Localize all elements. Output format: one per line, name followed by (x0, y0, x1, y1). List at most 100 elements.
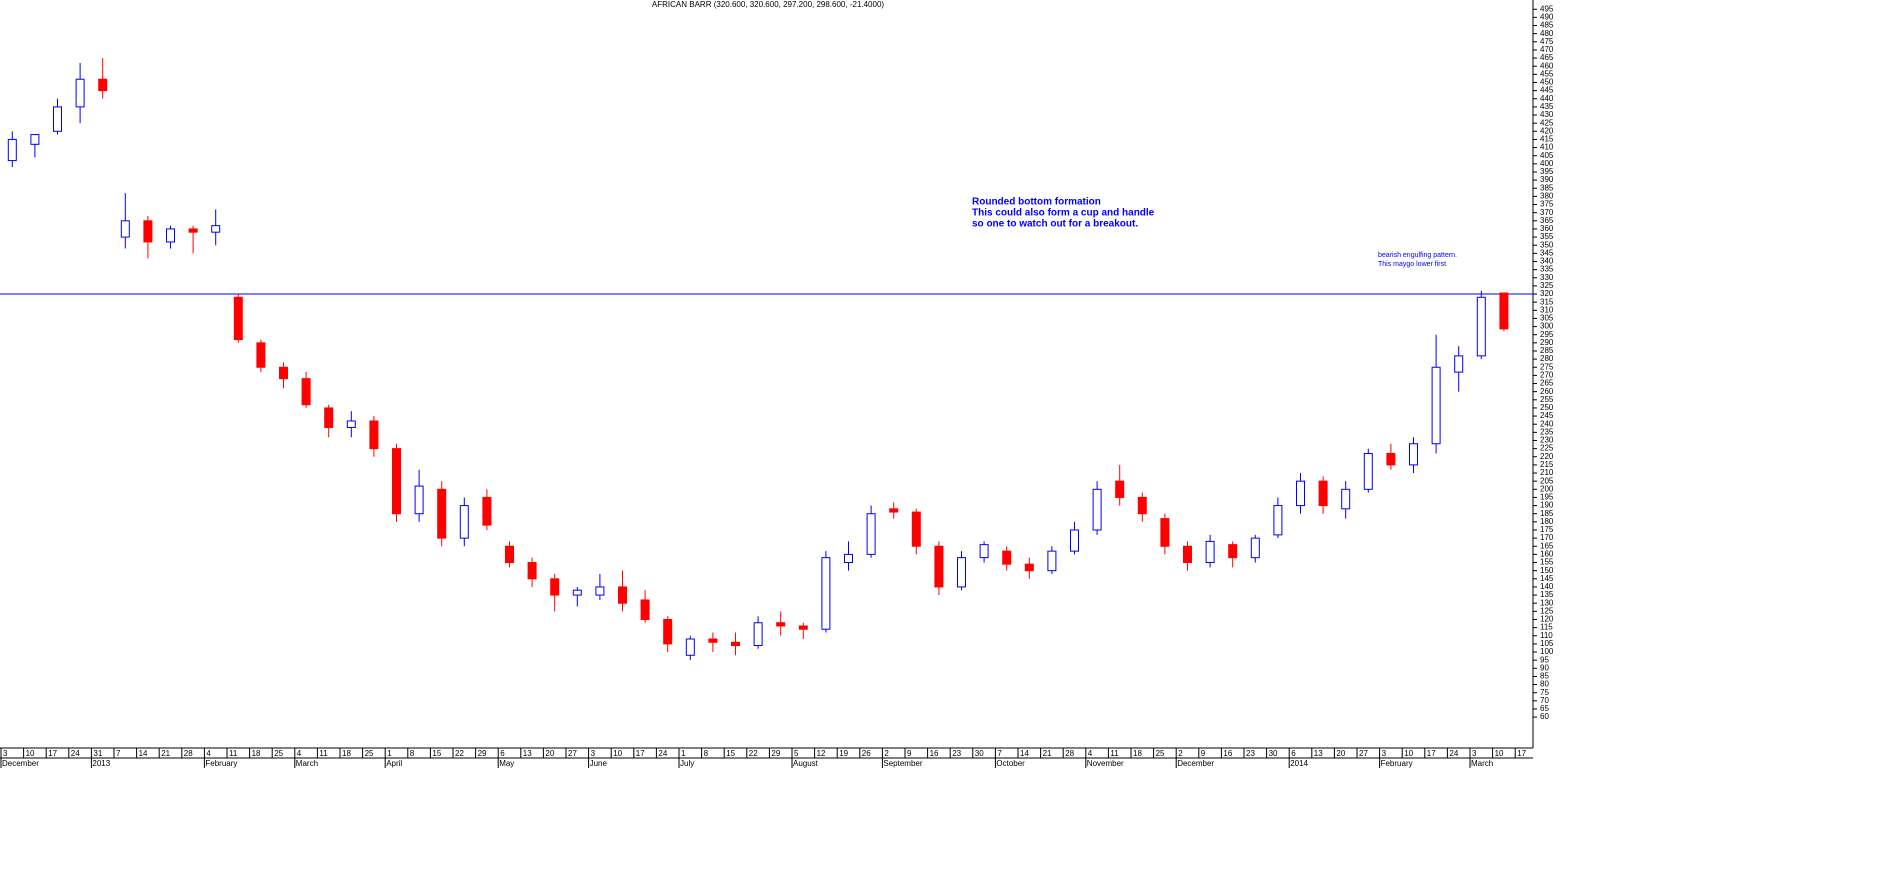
y-tick-label: 145 (1540, 574, 1554, 583)
y-tick-label: 285 (1540, 346, 1554, 355)
x-tick-label: 28 (184, 749, 193, 758)
x-tick-label: 10 (1404, 749, 1413, 758)
y-tick-label: 315 (1540, 297, 1554, 306)
y-tick-label: 175 (1540, 525, 1554, 534)
candle-body (911, 511, 921, 547)
x-tick-label: 26 (862, 749, 871, 758)
annotation: bearish engulfing pattern. (1378, 252, 1457, 259)
candle-body (7, 138, 17, 162)
x-tick-label: 11 (1110, 749, 1119, 758)
x-tick-label: 11 (229, 749, 238, 758)
candle-body (1205, 540, 1215, 564)
y-tick-label: 125 (1540, 606, 1554, 615)
candle-body (685, 638, 695, 656)
x-tick-label: 13 (1314, 749, 1323, 758)
y-tick-label: 190 (1540, 501, 1554, 510)
y-tick-label: 310 (1540, 305, 1554, 314)
annotation: so one to watch out for a breakout. (972, 219, 1138, 230)
candle-body (1002, 550, 1012, 565)
candle-body (1318, 480, 1328, 507)
x-tick-label: 24 (71, 749, 80, 758)
y-tick-label: 150 (1540, 566, 1554, 575)
candle-body (392, 448, 401, 515)
x-tick-label: 7 (997, 749, 1002, 758)
candle-body (1273, 505, 1283, 536)
y-tick-label: 330 (1540, 273, 1554, 282)
y-tick-label: 140 (1540, 582, 1554, 591)
y-tick-label: 340 (1540, 257, 1554, 266)
x-tick-label: 1 (387, 749, 392, 758)
y-tick-label: 160 (1540, 550, 1554, 559)
x-tick-label: 6 (1291, 749, 1296, 758)
y-tick-label: 165 (1540, 541, 1554, 550)
x-tick-label: 27 (568, 749, 577, 758)
x-tick-label: 21 (1043, 749, 1052, 758)
month-label: December (2, 759, 39, 768)
y-tick-label: 300 (1540, 322, 1554, 331)
x-tick-label: 29 (771, 749, 780, 758)
y-tick-label: 430 (1540, 110, 1554, 119)
candle-body (640, 599, 650, 620)
annotation: Rounded bottom formation (972, 197, 1101, 208)
y-tick-label: 360 (1540, 224, 1554, 233)
y-tick-label: 200 (1540, 484, 1554, 493)
candle-body (595, 586, 605, 596)
x-tick-label: 7 (116, 749, 121, 758)
x-tick-label: 10 (613, 749, 622, 758)
y-tick-label: 220 (1540, 452, 1554, 461)
y-tick-label: 380 (1540, 192, 1554, 201)
candle-body (798, 625, 808, 630)
x-tick-label: 27 (1359, 749, 1368, 758)
y-tick-label: 370 (1540, 208, 1554, 217)
y-tick-label: 350 (1540, 240, 1554, 249)
candle-body (1341, 488, 1351, 510)
x-tick-label: 29 (478, 749, 487, 758)
y-tick-label: 385 (1540, 183, 1554, 192)
y-tick-label: 395 (1540, 167, 1554, 176)
candle-body (211, 225, 221, 233)
x-tick-label: 25 (274, 749, 283, 758)
y-tick-label: 425 (1540, 118, 1554, 127)
y-tick-label: 485 (1540, 21, 1554, 30)
candle-body (369, 420, 379, 450)
month-label: May (499, 759, 514, 768)
y-tick-label: 260 (1540, 387, 1554, 396)
x-tick-label: 11 (319, 749, 328, 758)
x-tick-label: 16 (930, 749, 939, 758)
candle-body (1092, 488, 1102, 531)
x-tick-label: 30 (975, 749, 984, 758)
x-tick-label: 22 (749, 749, 758, 758)
y-tick-label: 180 (1540, 517, 1554, 526)
y-tick-label: 405 (1540, 151, 1554, 160)
y-tick-label: 375 (1540, 200, 1554, 209)
x-tick-label: 30 (1269, 749, 1278, 758)
x-tick-label: 8 (704, 749, 709, 758)
x-tick-label: 10 (1495, 749, 1504, 758)
y-tick-label: 95 (1540, 655, 1549, 664)
candle-body (1454, 355, 1464, 373)
y-tick-label: 65 (1540, 704, 1549, 713)
x-tick-label: 8 (410, 749, 415, 758)
y-tick-label: 460 (1540, 61, 1554, 70)
x-tick-label: 3 (1382, 749, 1387, 758)
y-tick-label: 240 (1540, 419, 1554, 428)
x-tick-label: 22 (455, 749, 464, 758)
candle-body (233, 296, 243, 341)
y-tick-label: 465 (1540, 53, 1554, 62)
y-tick-label: 215 (1540, 460, 1554, 469)
candle-body (550, 578, 560, 596)
candle-body (166, 228, 175, 243)
y-tick-label: 185 (1540, 509, 1554, 518)
y-tick-label: 80 (1540, 680, 1549, 689)
candle-body (75, 78, 85, 108)
candle-body (708, 638, 718, 643)
month-label: March (296, 759, 318, 768)
y-tick-label: 490 (1540, 13, 1554, 22)
y-tick-label: 410 (1540, 143, 1554, 152)
x-tick-label: 16 (1223, 749, 1232, 758)
candle-body (1476, 296, 1486, 357)
x-tick-label: 17 (48, 749, 57, 758)
x-tick-label: 25 (1156, 749, 1165, 758)
candle-body (301, 378, 311, 406)
